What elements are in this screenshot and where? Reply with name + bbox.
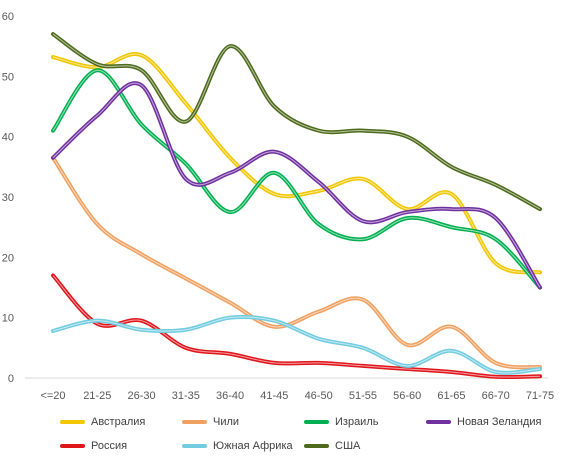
- y-tick-label: 60: [2, 11, 14, 23]
- series-line-core: [52, 316, 541, 374]
- series-layer: [51, 32, 542, 380]
- series-line-outer: [51, 81, 542, 290]
- legend-item: Чили: [182, 416, 304, 428]
- legend-swatch: [426, 420, 451, 424]
- series-line-3: [51, 81, 542, 290]
- series-line-core: [52, 157, 541, 368]
- legend-swatch: [304, 420, 329, 424]
- legend-label: США: [335, 440, 361, 452]
- x-tick-label: 56-60: [393, 390, 421, 402]
- legend-item: Россия: [60, 440, 182, 452]
- series-line-outer: [51, 32, 542, 212]
- series-line-4: [51, 273, 542, 380]
- x-tick-label: 21-25: [83, 390, 111, 402]
- y-tick-label: 0: [8, 373, 14, 385]
- axis-layer: 0 10 20 30 40 50 60 <=20 21-25 26-30 31-35 36-40 41-…: [2, 11, 554, 402]
- x-tick-label: 26-30: [127, 390, 155, 402]
- legend-item: Израиль: [304, 416, 426, 428]
- legend-swatch: [60, 420, 85, 424]
- legend-item: Южная Африка: [182, 440, 304, 452]
- legend-label: Южная Африка: [213, 440, 293, 452]
- x-tick-label: 36-40: [216, 390, 244, 402]
- legend: Австралия Чили Израиль Новая Зеландия Россия…: [60, 410, 560, 458]
- legend-row: Австралия Чили Израиль Новая Зеландия: [60, 410, 560, 434]
- series-line-2: [51, 68, 542, 290]
- legend-label: Израиль: [335, 416, 379, 428]
- x-tick-label: <=20: [40, 390, 65, 402]
- x-tick-label: 61-65: [437, 390, 465, 402]
- legend-label: Австралия: [91, 416, 146, 428]
- legend-swatch: [304, 444, 329, 448]
- legend-swatch: [182, 420, 207, 424]
- legend-swatch: [60, 444, 85, 448]
- y-tick-label: 30: [2, 192, 14, 204]
- x-tick-label: 51-55: [349, 390, 377, 402]
- y-tick-label: 20: [2, 252, 14, 264]
- legend-swatch: [182, 444, 207, 448]
- series-line-core: [52, 82, 541, 288]
- legend-item: Австралия: [60, 416, 182, 428]
- y-tick-label: 40: [2, 132, 14, 144]
- legend-label: Новая Зеландия: [457, 416, 542, 428]
- legend-label: Россия: [91, 440, 128, 452]
- series-line-outer: [51, 155, 542, 370]
- y-tick-label: 50: [2, 71, 14, 83]
- legend-item: США: [304, 440, 426, 452]
- series-line-1: [51, 155, 542, 370]
- series-line-6: [51, 32, 542, 212]
- legend-item: Новая Зеландия: [426, 416, 548, 428]
- series-line-5: [51, 315, 542, 375]
- series-line-core: [52, 33, 541, 210]
- legend-label: Чили: [213, 416, 240, 428]
- x-tick-label: 41-45: [260, 390, 288, 402]
- x-tick-label: 71-75: [526, 390, 554, 402]
- x-tick-label: 46-50: [305, 390, 333, 402]
- series-line-core: [52, 69, 541, 288]
- x-tick-label: 31-35: [172, 390, 200, 402]
- series-line-core: [52, 275, 541, 378]
- x-tick-label: 66-70: [482, 390, 510, 402]
- legend-row: Россия Южная Африка США: [60, 434, 560, 458]
- y-tick-label: 10: [2, 313, 14, 325]
